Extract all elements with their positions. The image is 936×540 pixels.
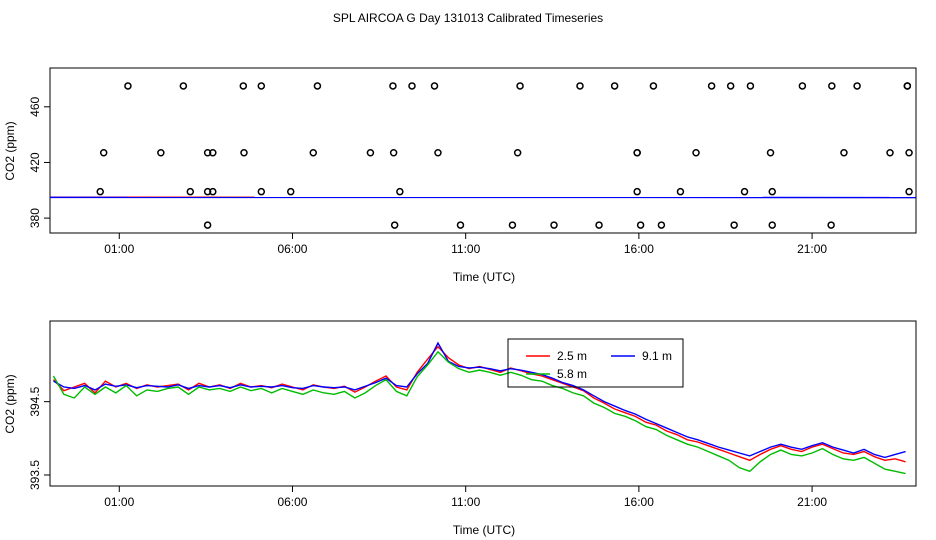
scatter-point bbox=[508, 221, 517, 229]
scatter-point bbox=[633, 148, 641, 157]
scatter-point bbox=[740, 187, 749, 196]
figure-title: SPL AIRCOA G Day 131013 Calibrated Times… bbox=[333, 11, 603, 25]
scatter-point bbox=[676, 187, 685, 196]
series-line-9-1-m bbox=[53, 341, 906, 459]
scatter-point bbox=[203, 221, 212, 229]
upper-y-axis-label: CO2 (ppm) bbox=[3, 121, 17, 180]
scatter-point bbox=[513, 148, 522, 157]
series-line-5-8-m bbox=[52, 350, 906, 475]
scatter-point bbox=[408, 82, 416, 90]
scatter-point bbox=[595, 221, 603, 229]
scatter-point bbox=[853, 82, 861, 90]
upper-panel: 01:00 06:00 11:00 16:00 21:00 380 420 460 Time… bbox=[3, 67, 917, 284]
scatter-point bbox=[768, 221, 776, 229]
upper-series bbox=[49, 82, 917, 229]
scatter-point bbox=[286, 187, 295, 196]
scatter-point bbox=[124, 82, 132, 90]
scatter-point bbox=[576, 82, 584, 90]
upper-x-tick-label: 21:00 bbox=[797, 242, 827, 256]
scatter-point bbox=[186, 187, 195, 196]
scatter-point bbox=[434, 148, 442, 157]
scatter-point bbox=[649, 82, 658, 90]
upper-x-tick-label: 11:00 bbox=[451, 242, 480, 256]
lower-y-tick-label: 393.5 bbox=[28, 460, 42, 490]
scatter-point bbox=[903, 82, 912, 90]
lower-x-tick-label: 11:00 bbox=[451, 495, 480, 509]
legend-box bbox=[507, 338, 684, 388]
upper-y-tick-label: 460 bbox=[28, 96, 42, 116]
upper-y-tick-label: 420 bbox=[28, 152, 42, 172]
series-line-2-5-m bbox=[52, 345, 906, 463]
scatter-point bbox=[610, 82, 619, 90]
scatter-point bbox=[209, 148, 217, 157]
scatter-point bbox=[692, 148, 700, 157]
scatter-point bbox=[96, 187, 104, 196]
scatter-point bbox=[633, 187, 641, 196]
lower-x-tick-label: 21:00 bbox=[797, 495, 827, 509]
scatter-point bbox=[313, 82, 322, 90]
lower-x-tick-label: 06:00 bbox=[277, 495, 307, 509]
lower-panel: 01:00 06:00 11:00 16:00 21:00 393.5 394.5 Tim… bbox=[3, 320, 917, 537]
lower-x-axis: 01:00 06:00 11:00 16:00 21:00 bbox=[104, 486, 827, 509]
scatter-point bbox=[516, 82, 524, 90]
scatter-point bbox=[366, 148, 375, 157]
scatter-point bbox=[707, 82, 716, 90]
upper-x-tick-label: 16:00 bbox=[624, 242, 654, 256]
scatter-point bbox=[99, 148, 108, 157]
upper-x-axis-label: Time (UTC) bbox=[453, 270, 515, 284]
scatter-point bbox=[389, 82, 397, 90]
upper-y-axis: 380 420 460 bbox=[28, 96, 50, 228]
scatter-point bbox=[840, 148, 848, 157]
upper-plot-frame bbox=[49, 67, 917, 234]
scatter-point bbox=[550, 221, 558, 229]
scatter-point bbox=[798, 82, 807, 90]
scatter-point bbox=[636, 221, 645, 229]
scatter-point bbox=[396, 187, 404, 196]
upper-x-tick-label: 01:00 bbox=[104, 242, 134, 256]
scatter-point bbox=[456, 221, 465, 229]
legend: 2.5 m 9.1 m 5.8 m bbox=[507, 338, 684, 388]
scatter-point bbox=[766, 148, 775, 157]
scatter-point bbox=[239, 82, 248, 90]
scatter-point bbox=[730, 221, 738, 229]
scatter-point bbox=[828, 82, 836, 90]
lower-y-axis: 393.5 394.5 bbox=[28, 386, 50, 490]
scatter-point bbox=[827, 221, 835, 229]
upper-x-axis: 01:00 06:00 11:00 16:00 21:00 bbox=[104, 233, 827, 256]
upper-y-tick-label: 380 bbox=[28, 208, 42, 228]
scatter-point bbox=[309, 148, 318, 157]
lower-x-tick-label: 16:00 bbox=[624, 495, 654, 509]
lower-x-axis-label: Time (UTC) bbox=[453, 523, 515, 537]
legend-label: 9.1 m bbox=[642, 349, 672, 363]
scatter-point bbox=[430, 82, 439, 90]
lower-x-tick-label: 01:00 bbox=[104, 495, 134, 509]
scatter-point bbox=[179, 82, 188, 90]
scatter-point bbox=[746, 82, 755, 90]
scatter-point bbox=[240, 148, 248, 157]
scatter-point bbox=[203, 148, 212, 157]
lower-plot-frame bbox=[49, 320, 917, 487]
scatter-point bbox=[905, 187, 913, 196]
scatter-point bbox=[157, 148, 165, 157]
scatter-point bbox=[905, 148, 913, 157]
scatter-point bbox=[257, 82, 266, 90]
upper-x-tick-label: 06:00 bbox=[277, 242, 307, 256]
scatter-point bbox=[203, 187, 212, 196]
scatter-point bbox=[726, 82, 735, 90]
scatter-point bbox=[209, 187, 217, 196]
scatter-point bbox=[657, 221, 666, 229]
legend-label: 2.5 m bbox=[557, 349, 587, 363]
lower-y-tick-label: 394.5 bbox=[28, 386, 42, 416]
scatter-point bbox=[390, 221, 399, 229]
lower-series bbox=[52, 341, 906, 475]
scatter-point bbox=[257, 187, 266, 196]
scatter-point bbox=[389, 148, 398, 157]
lower-y-axis-label: CO2 (ppm) bbox=[3, 374, 17, 433]
scatter-point bbox=[886, 148, 894, 157]
legend-label: 5.8 m bbox=[557, 367, 587, 381]
scatter-point bbox=[768, 187, 776, 196]
